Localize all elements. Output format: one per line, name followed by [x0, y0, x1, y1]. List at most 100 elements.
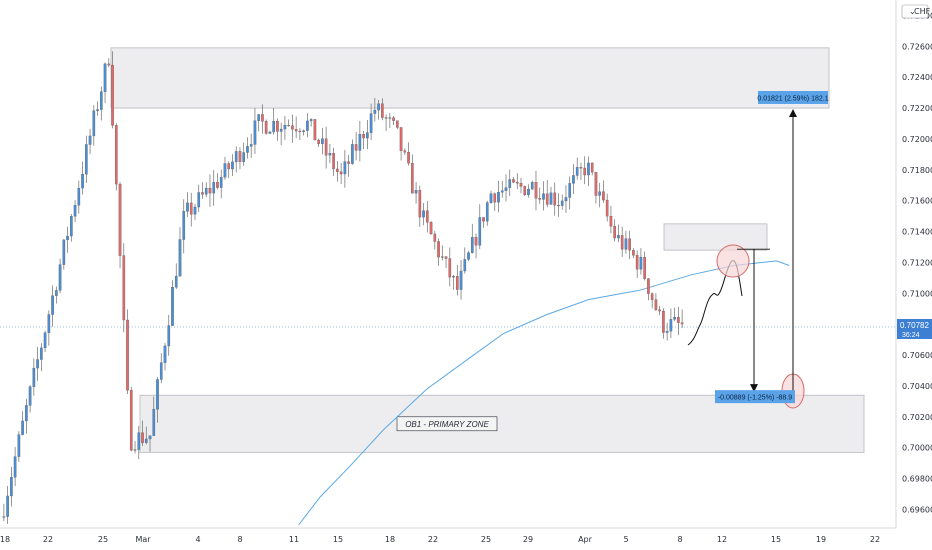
candle [478, 204, 482, 250]
candle [81, 161, 84, 195]
candle-down [613, 226, 616, 239]
candle-up [343, 161, 347, 175]
candle [272, 108, 275, 135]
candle-down [448, 258, 452, 278]
x-tick-label: 25 [98, 535, 108, 544]
candle [673, 307, 676, 322]
candle-up [28, 386, 32, 406]
candle-down [347, 161, 350, 164]
candle [437, 238, 440, 266]
candle [182, 199, 186, 254]
candle [317, 138, 320, 148]
candle-down [680, 322, 684, 325]
candle [411, 154, 414, 194]
candle-up [440, 256, 444, 258]
candle-up [422, 210, 425, 218]
candle-up [504, 187, 508, 191]
candle-up [152, 409, 156, 436]
candle-up [639, 256, 643, 270]
candle-down [418, 190, 422, 218]
highlight-circle-top [716, 244, 750, 278]
candle-down [107, 63, 111, 66]
candle [58, 258, 62, 294]
candle [107, 58, 111, 68]
current-price-label: 0.70782 [900, 321, 929, 330]
candle [276, 118, 279, 141]
candle [557, 193, 560, 217]
candle [639, 248, 643, 275]
candle-up [70, 216, 73, 237]
candle-down [384, 117, 388, 119]
candle-up [96, 109, 99, 111]
candle [414, 182, 418, 204]
candle [66, 226, 69, 253]
candle-down [189, 202, 193, 215]
candle-up [103, 63, 107, 92]
candle [309, 118, 313, 127]
candle-up [568, 183, 572, 198]
candle-down [662, 310, 665, 333]
candle [306, 113, 309, 138]
candle [594, 171, 598, 204]
candle [635, 250, 639, 279]
candle-up [572, 175, 575, 184]
candle [227, 161, 231, 179]
x-tick-label: 4 [195, 535, 200, 544]
candle-down [381, 103, 384, 118]
candle-up [174, 275, 178, 288]
candle [88, 128, 92, 155]
candle-down [201, 192, 204, 195]
candle-down [579, 167, 583, 169]
candle-up [231, 161, 234, 170]
candle [388, 112, 392, 128]
x-tick-label: Mar [135, 535, 151, 544]
candle [620, 226, 624, 257]
candle [25, 398, 28, 434]
candle [47, 310, 51, 346]
candle-up [171, 287, 174, 326]
candle [433, 230, 437, 250]
zone-order-block[interactable] [663, 223, 768, 251]
candle [144, 426, 148, 445]
candle [212, 170, 216, 206]
candle-up [58, 264, 62, 291]
candle [564, 185, 568, 214]
x-tick-label: 22 [43, 535, 53, 544]
candle-down [482, 217, 485, 222]
candle [590, 162, 594, 176]
candle-up [369, 113, 373, 133]
x-tick-label: 15 [771, 535, 781, 544]
currency-button[interactable] [901, 4, 929, 19]
candle [602, 180, 605, 203]
candle [129, 386, 133, 452]
x-tick-label: Apr [578, 535, 593, 544]
candle [32, 358, 36, 396]
candle-up [467, 252, 470, 260]
candle [489, 190, 493, 204]
candle-up [478, 217, 482, 246]
candle-up [99, 91, 103, 110]
candle-up [81, 174, 84, 189]
candle [500, 180, 504, 198]
candle-down [515, 182, 519, 184]
candle [339, 162, 343, 185]
candle-down [403, 150, 407, 153]
candle [485, 200, 489, 226]
candle [171, 280, 174, 327]
candle-down [590, 162, 594, 173]
candle [358, 120, 362, 162]
candle [55, 286, 58, 304]
zone-top-supply[interactable] [110, 47, 830, 109]
zone-primary[interactable] [139, 394, 865, 453]
candle [152, 396, 156, 436]
candle-up [73, 205, 77, 217]
candle [662, 308, 665, 339]
candle [141, 420, 144, 447]
candle-up [47, 314, 51, 333]
candle-up [366, 132, 369, 139]
candle [534, 170, 538, 211]
x-tick-label: 11 [289, 535, 299, 544]
candle [553, 182, 557, 216]
